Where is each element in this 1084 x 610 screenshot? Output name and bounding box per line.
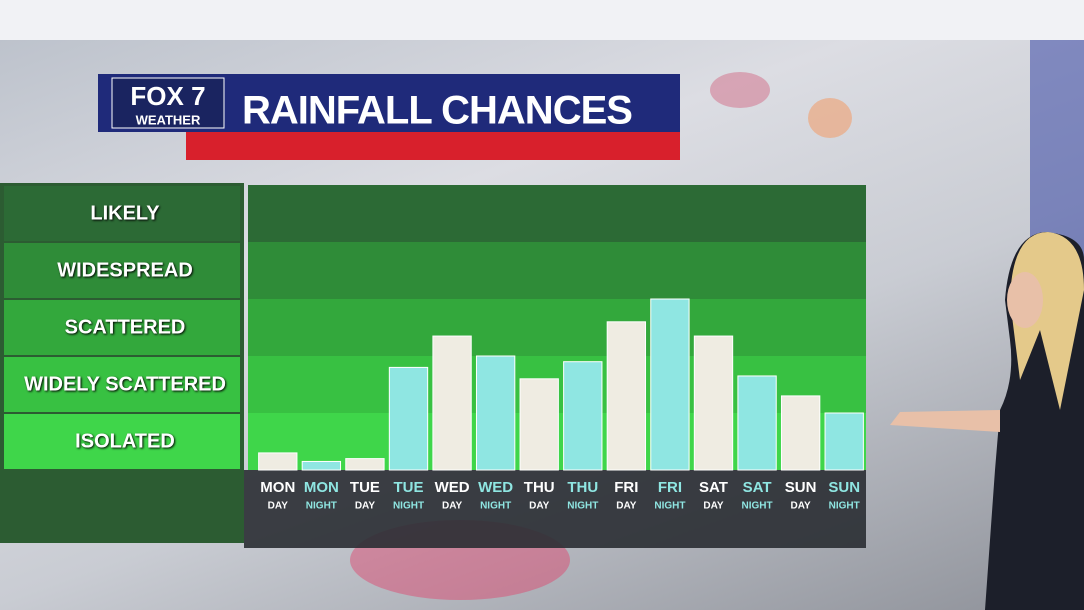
x-tick-sublabel: DAY (355, 501, 376, 512)
label-band (4, 357, 240, 412)
x-tick-sublabel: NIGHT (742, 501, 773, 512)
x-tick-sublabel: DAY (703, 501, 724, 512)
y-tick-label: SCATTERED (64, 316, 186, 338)
bar (519, 378, 559, 471)
logo-box (111, 77, 225, 129)
label-band (4, 414, 240, 469)
x-tick-label: FRI (614, 479, 638, 496)
y-tick-label: WIDELY SCATTERED (24, 373, 226, 395)
bar (432, 335, 472, 471)
x-tick-sublabel: DAY (616, 501, 637, 512)
x-tick-sublabel: NIGHT (567, 501, 598, 512)
label-band (4, 300, 240, 355)
x-tick-label: MON (260, 479, 295, 496)
x-tick-sublabel: DAY (268, 501, 289, 512)
x-tick-sublabel: NIGHT (480, 501, 511, 512)
presenter-arm (890, 410, 1000, 432)
bar (563, 361, 603, 471)
x-tick-label: WED (478, 479, 513, 496)
x-tick-label: SAT (699, 479, 728, 496)
x-tick-label: SUN (828, 479, 860, 496)
bar (780, 395, 821, 471)
label-band (4, 186, 240, 241)
presenter-face (1007, 272, 1043, 328)
top-band (0, 0, 1084, 40)
bar (606, 321, 647, 471)
x-tick-sublabel: NIGHT (654, 501, 685, 512)
y-tick-label: ISOLATED (75, 430, 175, 452)
bar (388, 366, 429, 471)
x-tick-label: THU (524, 479, 555, 496)
bar (824, 412, 864, 471)
bokeh (710, 72, 770, 108)
x-tick-label: TUE (350, 479, 380, 496)
bar (345, 458, 385, 471)
band (248, 242, 866, 299)
x-tick-sublabel: NIGHT (829, 501, 860, 512)
x-tick-label: SAT (743, 479, 772, 496)
bokeh (808, 98, 852, 138)
bar (737, 375, 777, 471)
x-tick-label: TUE (394, 479, 424, 496)
x-tick-sublabel: DAY (791, 501, 812, 512)
chart-title: RAINFALL CHANCES (242, 89, 632, 133)
bar (475, 355, 516, 471)
category-strip (244, 470, 866, 548)
y-tick-label: WIDESPREAD (57, 259, 193, 281)
logo-sub: WEATHER (136, 112, 201, 127)
bar (693, 335, 734, 471)
y-tick-label: LIKELY (90, 202, 160, 224)
x-tick-label: MON (304, 479, 339, 496)
x-tick-sublabel: NIGHT (306, 501, 337, 512)
bar (301, 460, 342, 471)
x-tick-label: THU (567, 479, 598, 496)
logo-brand: FOX 7 (130, 81, 205, 111)
x-tick-sublabel: DAY (529, 501, 550, 512)
x-tick-sublabel: DAY (442, 501, 463, 512)
bar (650, 298, 690, 471)
x-tick-label: SUN (785, 479, 817, 496)
bar (258, 452, 298, 471)
x-tick-sublabel: NIGHT (393, 501, 424, 512)
band (248, 185, 866, 242)
x-tick-label: FRI (658, 479, 682, 496)
label-band (4, 243, 240, 298)
band (248, 299, 866, 356)
title-accent (186, 132, 680, 160)
x-tick-label: WED (435, 479, 470, 496)
